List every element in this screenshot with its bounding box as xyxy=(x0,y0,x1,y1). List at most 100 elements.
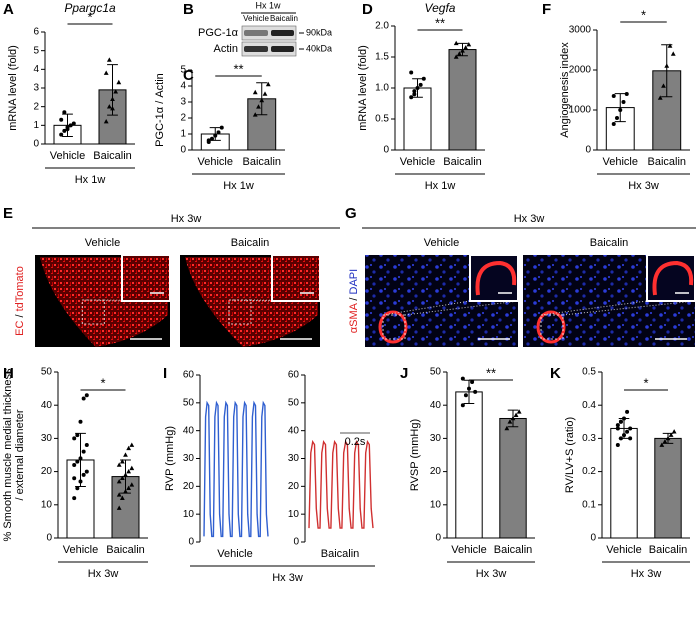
x-tick-label: Baicalin xyxy=(494,544,533,556)
legend-label: Baicalin xyxy=(321,548,360,560)
data-point xyxy=(81,396,86,401)
data-point xyxy=(460,403,465,408)
y-tick-label: 0 xyxy=(46,533,52,544)
y-tick-label: 3000 xyxy=(569,25,592,36)
chart-title: Ppargc1a xyxy=(64,1,116,15)
data-point xyxy=(129,465,135,471)
data-point xyxy=(618,108,623,112)
data-point xyxy=(615,426,620,431)
data-point xyxy=(116,462,122,467)
data-point xyxy=(622,433,626,438)
y-tick-label: 30 xyxy=(288,453,300,464)
data-point xyxy=(421,76,426,81)
panel-letter: H xyxy=(3,365,14,382)
group-label: Hx 1w xyxy=(255,0,281,10)
row-label: Actin xyxy=(214,43,238,55)
y-tick-label: 30 xyxy=(183,453,195,464)
x-tick-label: Vehicle xyxy=(603,156,638,168)
y-tick-label: 6 xyxy=(33,27,39,38)
data-point xyxy=(106,57,112,62)
y-axis-label: mRNA level (fold) xyxy=(7,45,19,131)
y-tick-label: 0.3 xyxy=(582,433,596,444)
y-tick-label: 5 xyxy=(180,65,186,76)
data-point xyxy=(62,128,67,133)
vessel-ring xyxy=(536,310,566,344)
panel-letter: K xyxy=(550,365,561,382)
data-point xyxy=(75,433,80,438)
y-tick-label: 0 xyxy=(435,533,441,544)
data-point xyxy=(513,412,519,417)
y-tick-label: 0.1 xyxy=(582,499,596,510)
row-label: PGC-1α xyxy=(198,27,239,39)
bar xyxy=(499,417,527,539)
stain-name: αSMA xyxy=(348,302,360,333)
panel-letter: D xyxy=(362,1,373,18)
data-point xyxy=(671,429,677,434)
stain-separator: / xyxy=(14,311,26,320)
stain-name: tdTomato xyxy=(14,266,26,311)
data-point xyxy=(665,435,671,441)
data-point xyxy=(213,133,218,138)
data-point xyxy=(615,423,620,428)
data-point xyxy=(59,132,64,137)
data-point xyxy=(625,429,630,434)
data-point xyxy=(463,45,469,50)
y-tick-label: 1000 xyxy=(569,105,592,116)
significance: ** xyxy=(435,15,445,30)
data-point xyxy=(409,95,414,100)
bar xyxy=(654,437,682,539)
x-tick-label: Baicalin xyxy=(106,544,145,556)
data-point xyxy=(116,505,122,510)
y-tick-label: 50 xyxy=(288,397,300,408)
data-point xyxy=(65,127,70,132)
data-point xyxy=(504,425,510,431)
data-point xyxy=(71,121,76,126)
data-point xyxy=(123,472,128,477)
data-point xyxy=(84,469,89,474)
y-tick-label: 60 xyxy=(288,370,300,381)
data-point xyxy=(670,51,676,56)
data-point xyxy=(252,89,258,95)
roi xyxy=(382,314,406,340)
group-label: Hx 3w xyxy=(631,568,662,580)
data-point xyxy=(78,456,83,461)
data-point xyxy=(507,419,513,424)
data-point xyxy=(466,42,472,47)
data-point xyxy=(622,416,626,421)
y-tick-label: 20 xyxy=(41,466,53,477)
panel-letter: C xyxy=(183,67,194,84)
y-tick-label: 0 xyxy=(188,537,194,548)
data-point xyxy=(119,475,125,481)
data-point xyxy=(625,409,630,414)
data-point xyxy=(119,495,125,500)
data-point xyxy=(216,130,221,135)
y-tick-label: 1.5 xyxy=(375,52,389,63)
data-point xyxy=(409,70,414,75)
chart-title: Vegfa xyxy=(425,1,456,15)
group-label: Hx 3w xyxy=(476,568,507,580)
data-point xyxy=(628,426,633,431)
x-tick-label: Baicalin xyxy=(649,544,688,556)
data-point xyxy=(129,442,135,447)
panel-letter: F xyxy=(542,1,551,18)
y-tick-label: 1 xyxy=(180,129,186,140)
y-axis-label: RV/LV+S (ratio) xyxy=(564,417,576,493)
y-tick-label: 20 xyxy=(288,481,300,492)
error-bar xyxy=(614,93,626,123)
y-axis-label: % Smooth muscle medial thickness xyxy=(2,368,14,542)
data-point xyxy=(473,389,478,394)
panel-letter: J xyxy=(400,365,408,382)
significance: * xyxy=(641,7,646,22)
y-tick-label: 2.0 xyxy=(375,21,389,32)
y-tick-label: 50 xyxy=(183,397,195,408)
y-tick-label: 20 xyxy=(183,481,195,492)
panel-letter: I xyxy=(163,365,167,382)
data-point xyxy=(453,40,459,46)
blot-band xyxy=(244,46,268,52)
data-point xyxy=(621,100,626,104)
y-tick-label: 0 xyxy=(590,533,596,544)
y-axis-label: mRNA level (fold) xyxy=(357,45,369,131)
vessel-ring xyxy=(378,310,408,344)
data-point xyxy=(252,112,258,117)
group-label: Hx 3w xyxy=(171,213,202,225)
